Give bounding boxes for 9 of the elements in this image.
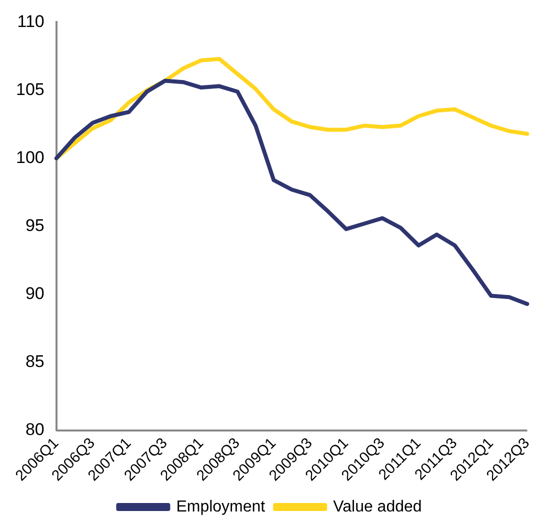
y-tick-label: 95 [25,216,44,236]
y-tick-label: 80 [25,420,44,440]
y-tick-label: 110 [17,12,44,31]
y-tick-label: 90 [25,284,44,304]
y-tick-label: 100 [16,148,44,167]
legend-label: Employment [176,498,266,516]
y-tick-label: 85 [25,352,44,372]
y-tick-label: 105 [16,80,44,99]
legend-label: Value added [333,498,422,516]
